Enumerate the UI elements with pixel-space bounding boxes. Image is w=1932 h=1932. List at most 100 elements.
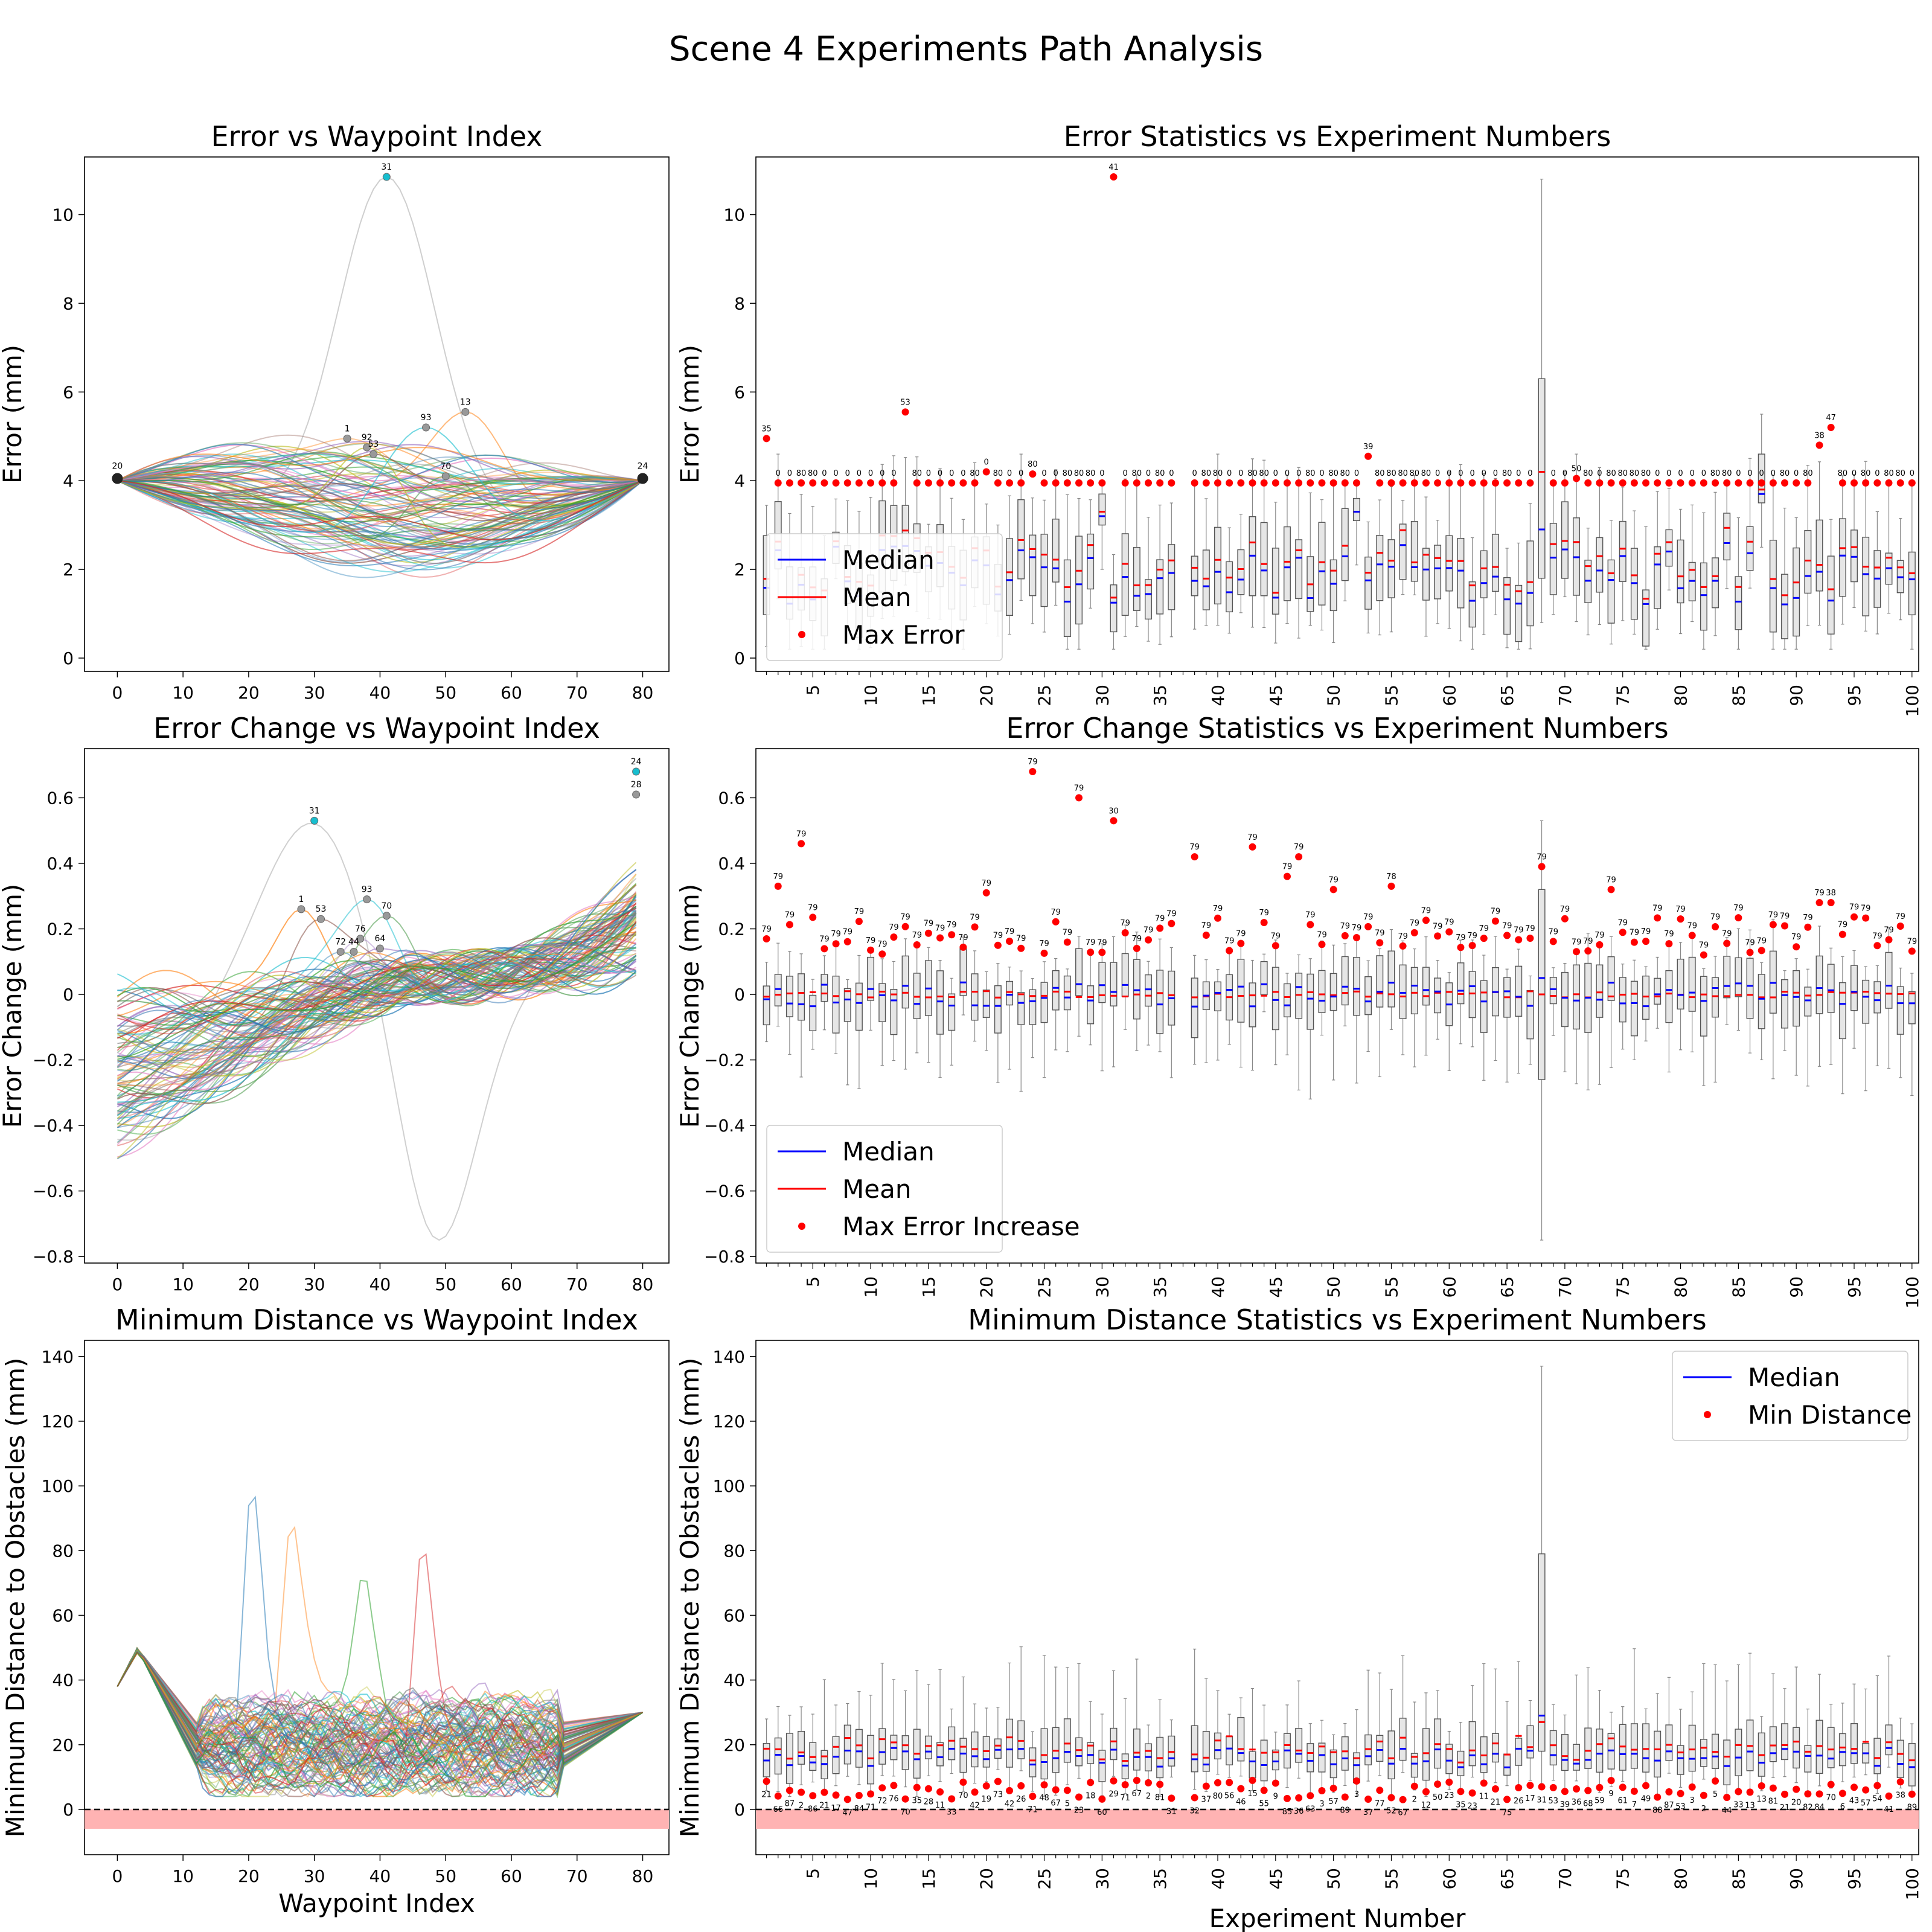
experiment-path [117, 929, 636, 1096]
box [1063, 559, 1071, 638]
peak-marker [297, 905, 305, 913]
extreme-marker [1561, 915, 1569, 923]
extreme-label: 80 [1606, 469, 1616, 478]
peak-label: 1 [298, 895, 304, 904]
x-tick-label: 65 [1497, 1276, 1517, 1298]
x-tick-label: 15 [919, 1868, 939, 1890]
peak-label: 13 [460, 397, 471, 407]
box [1410, 1753, 1418, 1778]
box [1850, 529, 1858, 583]
extreme-marker [867, 479, 875, 487]
x-tick-label: 55 [1381, 1276, 1401, 1298]
experiment-path [117, 434, 643, 487]
extreme-label: 0 [1319, 469, 1324, 478]
extreme-label: 89 [1340, 1806, 1351, 1815]
extreme-label: 79 [1063, 928, 1073, 937]
extreme-marker [924, 479, 932, 487]
extreme-marker [1758, 1782, 1765, 1790]
extreme-label: 87 [785, 1799, 795, 1808]
box [878, 1728, 886, 1765]
extreme-label: 38 [1826, 889, 1836, 898]
extreme-label: 79 [1039, 939, 1049, 948]
extreme-marker [1307, 1792, 1314, 1800]
box [1040, 982, 1048, 1023]
box [959, 947, 967, 996]
peak-marker [343, 434, 351, 443]
extreme-label: 71 [1028, 1805, 1038, 1814]
x-tick-label: 100 [1902, 1868, 1922, 1900]
peak-label: 44 [348, 937, 359, 947]
extreme-marker [1110, 817, 1118, 825]
extreme-label: 12 [1421, 1801, 1431, 1810]
experiment-path [117, 462, 643, 496]
extreme-label: 79 [1271, 932, 1281, 941]
extreme-label: 0 [1273, 469, 1278, 478]
extreme-label: 5 [1713, 1790, 1718, 1799]
box [843, 988, 851, 1022]
peak-label: 31 [381, 162, 392, 172]
experiment-path [117, 480, 644, 571]
extreme-label: 0 [1146, 469, 1151, 478]
y-tick-label: 2 [63, 560, 74, 580]
extreme-label: 79 [1155, 914, 1165, 923]
extreme-label: 23 [1074, 1806, 1084, 1815]
extreme-label: 79 [1699, 941, 1709, 950]
extreme-marker [832, 479, 840, 487]
extreme-marker [1526, 934, 1534, 942]
extreme-label: 80 [1780, 469, 1790, 478]
peak-marker [363, 895, 371, 904]
peak-marker [350, 947, 358, 956]
extreme-label: 79 [924, 920, 934, 929]
extreme-label: 0 [1747, 469, 1752, 478]
extreme-marker [1387, 479, 1395, 487]
extreme-label: 79 [1861, 904, 1871, 913]
extreme-label: 79 [1572, 938, 1582, 947]
box [774, 1737, 782, 1775]
extreme-label: 84 [854, 1805, 865, 1814]
box [1642, 975, 1650, 1020]
y-tick-label: −0.8 [704, 1247, 745, 1267]
extreme-marker [1573, 1785, 1581, 1793]
extreme-marker [1746, 479, 1754, 487]
box [785, 976, 793, 1017]
extreme-marker [1908, 479, 1916, 487]
extreme-label: 80 [1375, 469, 1385, 478]
extreme-marker [982, 1782, 990, 1790]
extreme-marker [820, 1788, 828, 1796]
y-tick-label: −0.8 [33, 1247, 74, 1267]
extreme-marker [1110, 173, 1118, 181]
box [1214, 526, 1221, 605]
peak-label: 72 [335, 937, 346, 947]
extreme-marker [798, 840, 805, 848]
extreme-marker [1503, 1796, 1511, 1803]
peak-marker [422, 423, 430, 432]
y-tick-label: 0.2 [46, 919, 74, 939]
box [1075, 536, 1083, 625]
experiment-path [117, 1649, 643, 1785]
extreme-label: 79 [1514, 926, 1524, 935]
extreme-label: 80 [1328, 469, 1339, 478]
box [1642, 1723, 1650, 1773]
extreme-label: 79 [808, 903, 818, 912]
x-tick-label: 80 [1671, 1276, 1691, 1298]
extreme-label: 0 [1458, 469, 1463, 478]
panel-title: Error Change vs Waypoint Index [153, 712, 600, 744]
extreme-label: 79 [773, 872, 783, 881]
extreme-label: 3 [1354, 1790, 1359, 1799]
extreme-marker [1075, 479, 1083, 487]
extreme-label: 79 [1525, 924, 1535, 933]
extreme-label: 79 [819, 935, 830, 944]
extreme-label: 0 [1875, 469, 1879, 478]
extreme-label: 88 [1652, 1806, 1663, 1815]
extreme-label: 33 [1733, 1801, 1744, 1810]
box [1769, 1726, 1777, 1762]
extreme-label: 80 [1132, 469, 1142, 478]
extreme-label: 79 [1756, 936, 1767, 945]
x-tick-label: 40 [369, 683, 391, 703]
x-tick-label: 20 [238, 683, 260, 703]
extreme-marker [1283, 872, 1291, 880]
box [832, 1736, 840, 1774]
legend-label: Max Error Increase [842, 1212, 1080, 1241]
extreme-label: 53 [900, 398, 910, 407]
extreme-label: 79 [1491, 907, 1501, 916]
